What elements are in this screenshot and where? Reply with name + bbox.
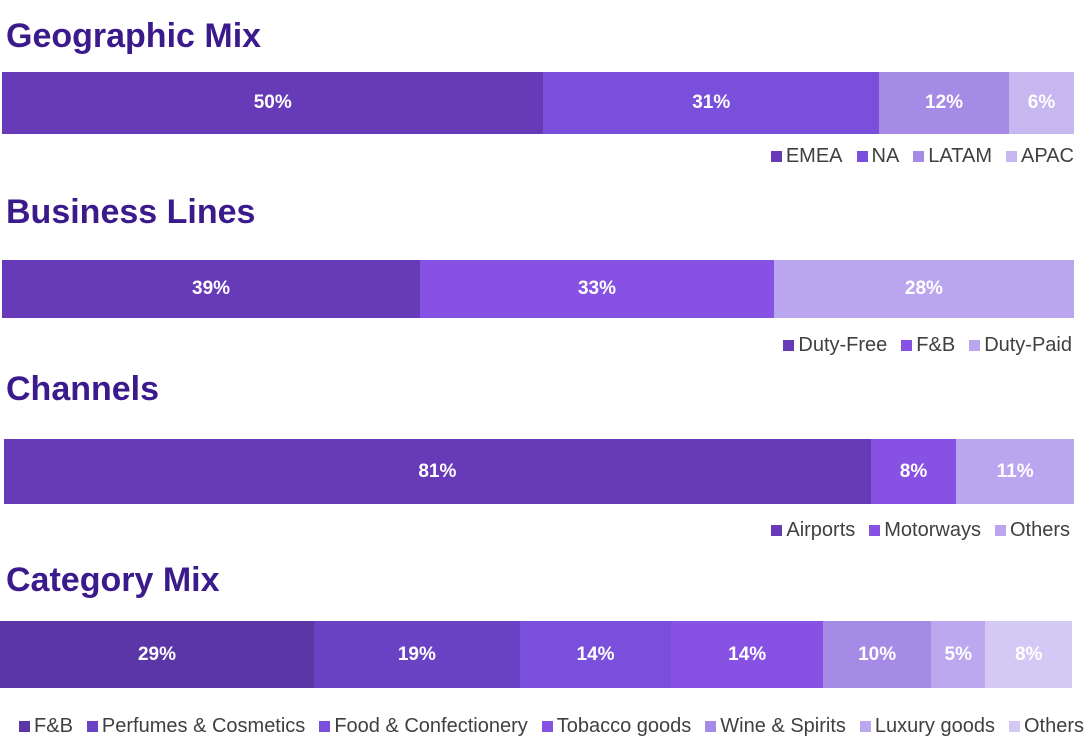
legend-swatch [869,525,881,536]
legend-item: Others [1008,715,1084,738]
business-lines-legend: Duty-Free F&B Duty-Paid [783,334,1072,357]
legend-label: Others [1009,519,1070,541]
data-label: 11% [996,460,1034,482]
data-label: 19% [397,643,436,665]
legend-label: F&B [916,334,956,356]
legend-label: EMEA [785,145,843,167]
bar-segment-duty-paid: 28% [773,260,1074,318]
legend-label: F&B [34,715,73,737]
bar-segment-others: 8% [985,621,1072,688]
bar-segment-motorways: 8% [870,439,957,504]
bar-segment-latam: 12% [879,72,1010,134]
data-label: 31% [692,92,731,113]
legend-label: Airports [786,519,856,541]
legend-item: APAC [1006,145,1074,168]
data-label: 14% [728,643,767,665]
legend-swatch [19,721,31,732]
bar-segment-na: 31% [543,72,880,134]
business-lines-title: Business Lines [6,193,256,231]
category-mix-legend: F&B Perfumes & Cosmetics Food & Confection… [19,715,1084,738]
bar-segment-emea: 50% [2,72,544,134]
legend-swatch [913,151,925,162]
data-label: 10% [858,643,897,665]
legend-label: Duty-Paid [984,334,1072,356]
legend-item: LATAM [913,145,992,168]
legend-label: NA [871,145,900,167]
bar-segment-f-b: 29% [0,621,315,688]
data-label: 50% [253,92,292,113]
bar-segment-wine-spirits: 10% [822,621,932,688]
channels-stacked-bar: 81% 8% 11% [4,439,1074,504]
bar-segment-apac: 6% [1009,72,1074,134]
legend-item: Duty-Free [783,334,887,357]
category-mix-title: Category Mix [6,561,220,599]
legend-label: Others [1023,715,1084,737]
bar-segment-duty-free: 39% [2,260,421,318]
legend-label: Wine & Spirits [720,715,846,737]
bar-segment-f-b: 33% [420,260,774,318]
data-label: 12% [925,92,964,113]
legend-swatch [705,721,717,732]
legend-item: F&B [901,334,955,357]
bar-segment-airports: 81% [4,439,871,504]
legend-swatch [319,721,331,732]
legend-label: Perfumes & Cosmetics [101,715,306,737]
data-label: 8% [899,460,928,482]
data-label: 6% [1027,92,1056,113]
legend-label: APAC [1021,145,1074,167]
geographic-mix-stacked-bar: 50% 31% 12% 6% [2,72,1074,134]
bar-segment-perfumes-cosmetics: 19% [314,621,520,688]
category-mix-stacked-bar: 29% 19% 14% 14% 10% 5% 8% [0,621,1072,688]
legend-label: Motorways [884,519,981,541]
legend-swatch [541,721,553,732]
legend-label: Food & Confectionery [334,715,528,737]
legend-item: EMEA [770,145,843,168]
legend-swatch [969,340,981,351]
legend-label: LATAM [928,145,993,167]
legend-item: Wine & Spirits [705,715,846,738]
legend-item: Luxury goods [859,715,995,738]
legend-item: NA [856,145,900,168]
data-label: 5% [944,643,973,665]
data-label: 81% [418,460,457,482]
legend-item: Tobacco goods [541,715,692,738]
legend-swatch [770,151,782,162]
geographic-mix-legend: EMEA NA LATAM APAC [770,145,1074,168]
bar-segment-food-confectionery: 14% [519,621,672,688]
legend-swatch [1008,721,1020,732]
legend-swatch [771,525,783,536]
legend-swatch [994,525,1006,536]
legend-swatch [856,151,868,162]
data-label: 33% [577,278,616,299]
legend-label: Duty-Free [798,334,888,356]
legend-swatch [783,340,795,351]
legend-item: Airports [771,519,855,542]
bar-segment-others: 11% [956,439,1074,504]
legend-label: Luxury goods [874,715,995,737]
legend-label: Tobacco goods [556,715,692,737]
legend-item: Food & Confectionery [319,715,528,738]
legend-item: Motorways [869,519,981,542]
bar-segment-luxury-goods: 5% [931,621,986,688]
legend-item: Others [994,519,1070,542]
bar-segment-tobacco-goods: 14% [671,621,823,688]
legend-item: Perfumes & Cosmetics [86,715,306,738]
data-label: 39% [192,278,231,299]
legend-item: Duty-Paid [969,334,1072,357]
legend-swatch [1006,151,1018,162]
data-label: 28% [904,278,943,299]
business-lines-stacked-bar: 39% 33% 28% [2,260,1074,318]
geographic-mix-title: Geographic Mix [6,17,262,55]
legend-swatch [86,721,98,732]
channels-title: Channels [6,370,160,408]
legend-item: F&B [19,715,73,738]
data-label: 14% [576,643,615,665]
data-label: 8% [1014,643,1043,665]
legend-swatch [901,340,913,351]
data-label: 29% [137,643,177,665]
channels-legend: Airports Motorways Others [771,519,1070,542]
legend-swatch [859,721,871,732]
